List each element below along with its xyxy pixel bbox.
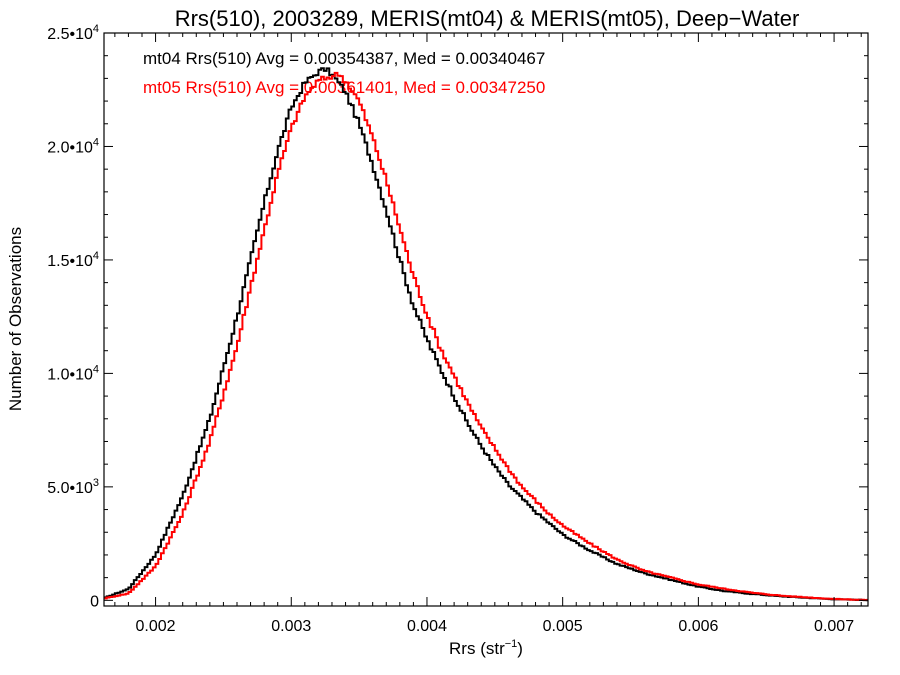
y-axis-label: Number of Observations	[6, 227, 25, 411]
y-tick-mantissa: 0	[90, 593, 99, 610]
y-tick-exponent: 4	[93, 23, 99, 35]
annotation-mt05: mt05 Rrs(510) Avg = 0.00361401, Med = 0.…	[143, 78, 545, 97]
y-tick-mantissa: 2.0•10	[47, 139, 93, 156]
x-tick-label: 0.003	[271, 618, 311, 635]
y-tick-exponent: 4	[93, 250, 99, 262]
y-tick-mantissa: 2.5•10	[47, 26, 93, 43]
y-tick-mantissa: 1.5•10	[47, 253, 93, 270]
y-tick-mantissa: 5.0•10	[47, 480, 93, 497]
x-tick-label: 0.005	[543, 618, 583, 635]
y-tick-label: 2.5•104	[47, 23, 99, 43]
x-axis-label-main: Rrs (str	[449, 639, 505, 658]
y-tick-label: 2.0•104	[47, 136, 99, 156]
x-axis-label-sup: −1	[505, 638, 518, 650]
chart-title: Rrs(510), 2003289, MERIS(mt04) & MERIS(m…	[175, 6, 800, 31]
y-tick-exponent: 4	[93, 136, 99, 148]
y-tick-exponent: 4	[93, 363, 99, 375]
y-tick-label: 5.0•103	[47, 477, 99, 497]
y-tick-exponent: 3	[93, 477, 99, 489]
x-axis: 0.002 0.003 0.004 0.005 0.006 0.007	[114, 33, 862, 635]
x-tick-label: 0.002	[136, 618, 176, 635]
histogram-series-1	[104, 67, 868, 602]
annotation-mt04: mt04 Rrs(510) Avg = 0.00354387, Med = 0.…	[143, 49, 545, 68]
plot-frame	[103, 32, 869, 607]
y-tick-mantissa: 1.0•10	[47, 366, 93, 383]
y-tick-label: 1.0•104	[47, 363, 99, 383]
x-axis-label-close: )	[517, 639, 523, 658]
x-tick-label: 0.007	[814, 618, 854, 635]
x-tick-label: 0.006	[678, 618, 718, 635]
plot-area	[104, 67, 868, 602]
histogram-series-2	[104, 71, 868, 602]
y-tick-label: 0	[90, 593, 99, 610]
y-tick-label: 1.5•104	[47, 250, 99, 270]
x-axis-label: Rrs (str−1)	[449, 638, 523, 658]
x-tick-label: 0.004	[407, 618, 447, 635]
